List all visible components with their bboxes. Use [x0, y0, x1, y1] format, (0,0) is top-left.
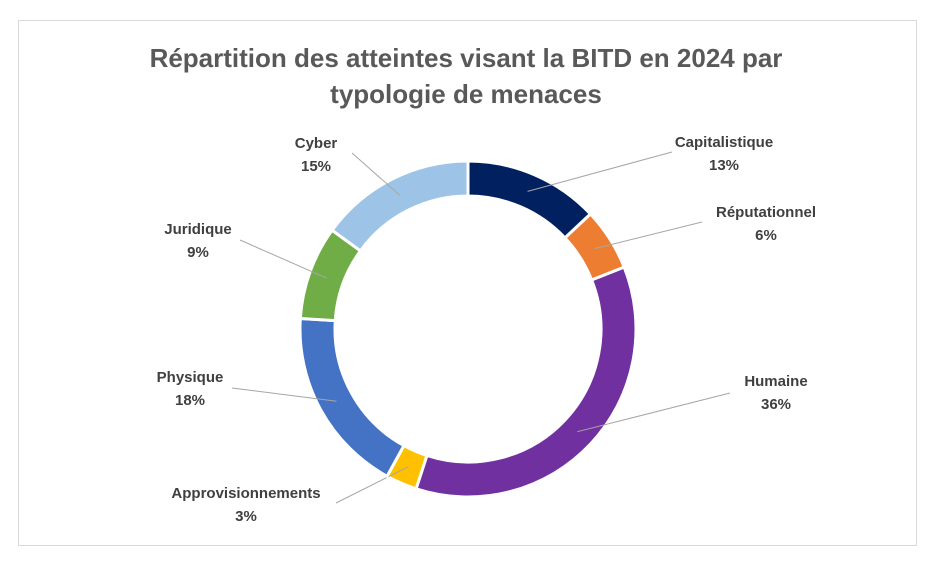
slice-percent-reputationnel: 6%: [755, 227, 777, 244]
slice-capitalistique: [466, 159, 593, 241]
leader-line-reputationnel: [594, 221, 703, 250]
leader-line-approvisionnements: [335, 466, 409, 504]
slice-percent-humaine: 36%: [761, 396, 791, 413]
slice-humaine: [414, 265, 638, 499]
slice-percent-physique: 18%: [175, 392, 205, 409]
slice-label-approvisionnements: Approvisionnements: [171, 485, 320, 502]
slice-label-reputationnel: Réputationnel: [716, 204, 816, 221]
chart-title: Répartition des atteintes visant la BITD…: [0, 40, 932, 112]
slice-label-cyber: Cyber: [295, 135, 338, 152]
leader-line-capitalistique: [527, 151, 673, 192]
chart-title-line-2: typologie de menaces: [330, 79, 602, 109]
leader-line-juridique: [239, 239, 328, 279]
slice-label-juridique: Juridique: [164, 221, 232, 238]
chart-frame: [18, 20, 917, 546]
slice-physique: [298, 316, 406, 479]
slice-label-humaine: Humaine: [744, 373, 807, 390]
leader-line-humaine: [577, 392, 731, 433]
leader-line-cyber: [351, 152, 401, 196]
leader-line-physique: [231, 387, 337, 402]
slice-label-capitalistique: Capitalistique: [675, 134, 773, 151]
slice-percent-capitalistique: 13%: [709, 157, 739, 174]
slice-percent-cyber: 15%: [301, 158, 331, 175]
slice-percent-approvisionnements: 3%: [235, 508, 257, 525]
chart-title-line-1: Répartition des atteintes visant la BITD…: [149, 43, 783, 73]
slice-label-physique: Physique: [157, 369, 224, 386]
slice-cyber: [329, 159, 470, 253]
slice-percent-juridique: 9%: [187, 244, 209, 261]
